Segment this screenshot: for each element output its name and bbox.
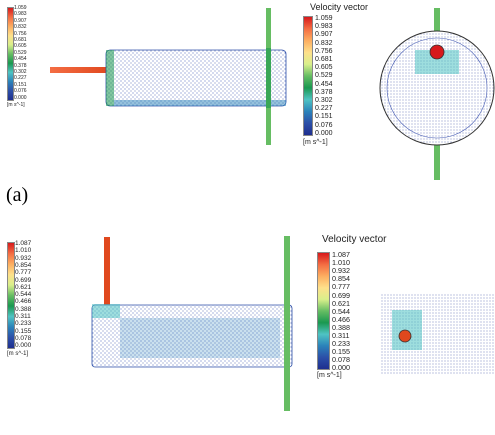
colorbar-small-b-tick-label: 0.000	[15, 342, 32, 350]
colorbar-small-a-unit: [m s^-1]	[7, 102, 25, 108]
colorbar-small-b-tick-label: 0.854	[15, 261, 32, 269]
colorbar-big-a	[303, 16, 313, 136]
inlet-pipe-b	[104, 237, 110, 309]
colorbar-small-a-tick-label: 1.059	[14, 5, 27, 11]
colorbar-big-b-tick-label: 0.155	[332, 347, 350, 357]
colorbar-big-a-tick-label: 0.454	[315, 80, 333, 88]
colorbar-small-b-tick-label: 0.777	[15, 269, 32, 277]
colorbar-small-b-unit: [m s^-1]	[7, 351, 29, 357]
colorbar-small-b	[7, 242, 15, 349]
colorbar-big-b	[317, 252, 330, 370]
colorbar-big-b-tick-label: 0.777	[332, 282, 350, 292]
colorbar-big-a-tick-label: 0.000	[315, 129, 333, 137]
colorbar-big-a-unit: [m s^-1]	[303, 139, 328, 146]
colorbar-small-a-tick-label: 0.302	[14, 69, 27, 75]
colorbar-big-b-tick-label: 0.233	[332, 339, 350, 349]
figure-label-a: (a)	[6, 184, 29, 206]
outlet-spot-b	[398, 329, 412, 343]
colorbar-small-b-tick-label: 0.078	[15, 334, 32, 342]
colorbar-small-a-tick-label: 0.681	[14, 37, 27, 43]
colorbar-big-a-tick-label: 0.756	[315, 47, 333, 55]
colorbar-small-b-tick-label: 0.311	[15, 313, 31, 320]
colorbar-big-b-tick-label: 0.466	[332, 314, 350, 324]
colorbar-big-b-unit: [m s^-1]	[317, 372, 342, 379]
title-a: Velocity vector	[310, 2, 369, 12]
colorbar-small-b-tick-label: 0.388	[15, 305, 32, 313]
colorbar-big-b-tick-label: 0.078	[332, 355, 350, 365]
colorbar-big-a-tick-label: 0.605	[315, 64, 333, 72]
colorbar-small-b-tick-label: 0.699	[15, 276, 32, 284]
colorbar-small-b-tick-label: 0.544	[15, 291, 32, 299]
colorbar-big-a-tick-label: 1.059	[315, 15, 333, 22]
colorbar-big-a-tick-label: 0.151	[315, 113, 333, 121]
colorbar-big-b-tick-label: 1.087	[332, 250, 350, 259]
colorbar-big-b-tick-label: 0.932	[332, 266, 350, 276]
colorbar-small-a-tick-label: 0.151	[14, 81, 27, 88]
colorbar-small-a-tick-label: 0.605	[14, 43, 27, 50]
vertical-pipe-b	[284, 236, 290, 411]
cylinder-body-b	[91, 304, 293, 368]
colorbar-small-a-tick-label: 0.454	[14, 56, 27, 63]
colorbar-small-a-tick-label: 0.756	[14, 30, 27, 37]
colorbar-big-b-tick-label: 0.000	[332, 363, 350, 373]
colorbar-big-b-tick-label: 0.854	[332, 274, 350, 284]
colorbar-big-a-tick-label: 0.076	[315, 121, 333, 129]
colorbar-small-a-tick-label: 0.983	[14, 11, 27, 18]
colorbar-big-a-tick-label: 0.832	[315, 39, 333, 47]
colorbar-big-a-tick-label: 0.681	[315, 56, 333, 63]
colorbar-big-b-tick-label: 0.621	[332, 298, 350, 308]
outlet-spot-a	[429, 44, 445, 60]
colorbar-small-a-tick-label: 0.227	[14, 75, 27, 82]
inlet-pipe-a	[50, 67, 110, 73]
colorbar-big-b-tick-label: 1.010	[332, 258, 350, 268]
colorbar-small-a-tick-label: 0.529	[14, 49, 27, 56]
colorbar-small-b-tick-label: 0.932	[15, 254, 32, 262]
colorbar-small-b-tick-label: 0.233	[15, 320, 32, 328]
colorbar-small-b-tick-label: 0.621	[15, 283, 32, 291]
colorbar-small-a-tick-label: 0.076	[14, 88, 27, 95]
colorbar-small-a	[7, 7, 14, 101]
colorbar-big-a-tick-label: 0.907	[315, 31, 333, 39]
colorbar-big-b-tick-label: 0.699	[332, 290, 350, 300]
colorbar-small-b-tick-label: 0.155	[15, 327, 32, 335]
colorbar-big-b-tick-label: 0.311	[332, 331, 350, 340]
title-b: Velocity vector	[322, 234, 387, 245]
colorbar-big-b-tick-label: 0.388	[332, 322, 350, 332]
colorbar-small-a-tick-label: 0.832	[14, 24, 27, 31]
colorbar-small-a-tick-label: 0.378	[14, 62, 27, 69]
colorbar-big-a-tick-label: 0.227	[315, 105, 333, 113]
colorbar-small-a-tick-label: 0.000	[14, 94, 27, 101]
colorbar-small-b-tick-label: 0.466	[15, 298, 32, 306]
colorbar-big-a-tick-label: 0.378	[315, 88, 333, 96]
colorbar-big-b-tick-label: 0.544	[332, 306, 350, 316]
colorbar-small-b-tick-label: 1.087	[15, 240, 32, 247]
colorbar-small-a-tick-label: 0.907	[14, 17, 27, 24]
colorbar-big-a-tick-label: 0.302	[315, 97, 333, 104]
colorbar-big-a-tick-label: 0.529	[315, 72, 333, 80]
colorbar-big-a-tick-label: 0.983	[315, 23, 333, 31]
colorbar-small-b-tick-label: 1.010	[15, 247, 32, 255]
